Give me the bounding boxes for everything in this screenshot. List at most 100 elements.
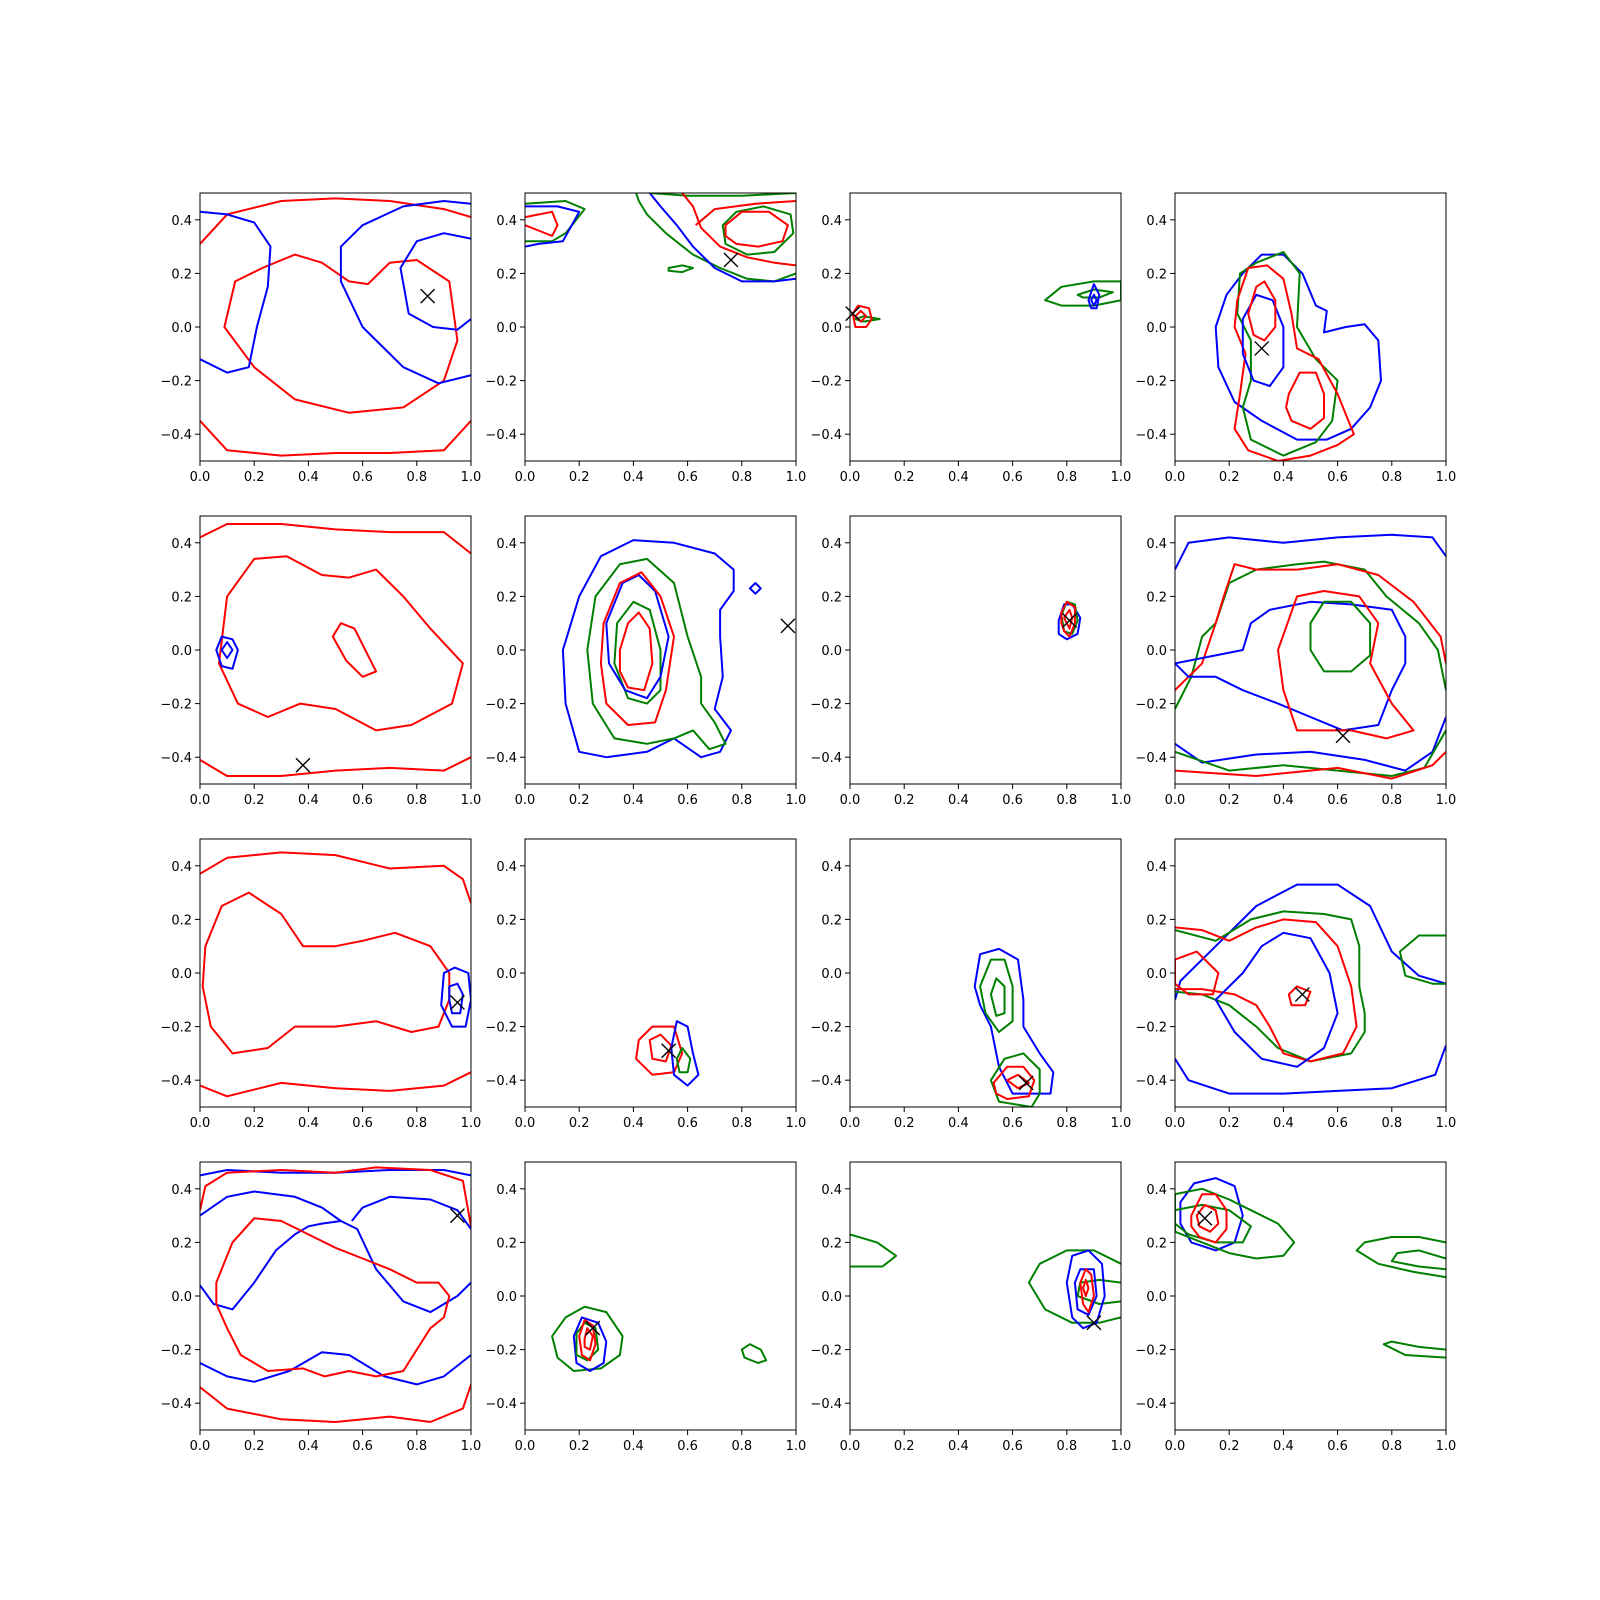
x-marker	[1335, 728, 1351, 744]
x-tick-label: 0.6	[1002, 1439, 1023, 1454]
x-tick-label: 0.6	[1002, 470, 1023, 485]
y-tick-label: −0.4	[485, 751, 517, 766]
contour-line-6	[351, 1195, 471, 1230]
contour-group	[973, 947, 1055, 1107]
y-tick-label: 0.2	[1146, 267, 1167, 282]
contour-line-1	[200, 523, 471, 555]
subplot-11: 0.0 0.2 0.4 0.6 0.8 1.0 −0.4 −0.2 0.0 0.2 0.4	[810, 838, 1132, 1131]
contour-line-4	[331, 622, 378, 678]
contour-group	[851, 280, 1121, 328]
contour-line-1	[1044, 280, 1121, 307]
x-tick-label: 0.8	[1056, 1439, 1077, 1454]
contour-line-3	[1233, 264, 1355, 461]
contour-line-7	[1175, 600, 1407, 732]
x-tick-label: 0.8	[731, 1439, 752, 1454]
x-tick-label: 1.0	[1436, 1439, 1457, 1454]
y-tick-label: 0.0	[1146, 967, 1167, 982]
contour-line-3	[200, 1166, 471, 1227]
contour-line-1	[1175, 533, 1446, 571]
contour-line-4	[440, 966, 471, 1028]
x-tick-label: 0.2	[244, 470, 265, 485]
y-tick-label: −0.2	[810, 1021, 842, 1036]
contour-line-3	[670, 1020, 700, 1087]
contour-line-7	[1390, 1249, 1446, 1271]
contour-line-2	[648, 1033, 673, 1063]
y-tick-label: 0.4	[821, 537, 842, 552]
x-tick-label: 0.6	[1327, 1116, 1348, 1131]
contour-line-11	[667, 264, 694, 274]
x-tick-label: 0.8	[731, 470, 752, 485]
x-tick-label: 0.4	[623, 1439, 644, 1454]
y-tick-label: −0.2	[810, 698, 842, 713]
y-tick-label: −0.4	[810, 1074, 842, 1089]
contour-group	[1175, 883, 1446, 1095]
contour-line-3	[525, 210, 559, 237]
x-tick-label: 1.0	[1111, 1439, 1132, 1454]
contour-line-4	[200, 210, 272, 374]
x-tick-label: 1.0	[1111, 1116, 1132, 1131]
x-tick-label: 0.6	[352, 1439, 373, 1454]
y-tick-label: 0.4	[171, 860, 192, 875]
contour-line-6	[851, 304, 873, 328]
x-tick-label: 0.0	[1165, 793, 1186, 808]
x-tick-label: 0.2	[894, 1116, 915, 1131]
y-tick-label: −0.4	[160, 751, 192, 766]
contour-line-5	[1247, 280, 1277, 342]
x-tick-label: 0.4	[623, 470, 644, 485]
x-marker	[449, 994, 465, 1010]
contour-line-2	[200, 420, 471, 457]
contour-line-5	[648, 193, 796, 283]
axes-frame	[199, 515, 472, 785]
x-tick-label: 1.0	[786, 1116, 807, 1131]
subplot-3: 0.0 0.2 0.4 0.6 0.8 1.0 −0.4 −0.2 0.0 0.2 0.4	[810, 192, 1131, 485]
x-tick-label: 0.2	[894, 793, 915, 808]
contour-line-1	[200, 851, 471, 904]
x-tick-label: 0.8	[1056, 793, 1077, 808]
x-tick-label: 0.4	[1273, 1116, 1294, 1131]
contour-line-10	[724, 210, 789, 248]
x-tick-label: 0.4	[623, 793, 644, 808]
y-tick-label: 0.4	[1146, 537, 1167, 552]
x-tick-label: 1.0	[786, 470, 807, 485]
y-tick-label: 0.0	[171, 1290, 192, 1305]
subplot-9: 0.0 0.2 0.4 0.6 0.8 1.0 −0.4 −0.2 0.0 0.2 0.4	[160, 838, 481, 1131]
contour-group	[850, 1233, 1121, 1330]
contour-line-1	[1175, 1045, 1446, 1095]
y-tick-label: −0.2	[1135, 1344, 1167, 1359]
x-tick-label: 0.4	[298, 1439, 319, 1454]
y-tick-label: 0.0	[821, 967, 842, 982]
contour-line-6	[1355, 1236, 1446, 1279]
y-tick-label: 0.4	[496, 1183, 517, 1198]
x-tick-label: 0.4	[948, 793, 969, 808]
x-tick-label: 0.8	[731, 793, 752, 808]
axes-frame	[524, 1161, 797, 1431]
x-tick-label: 1.0	[1436, 1116, 1457, 1131]
x-tick-label: 0.2	[1219, 470, 1240, 485]
contour-group	[561, 539, 762, 759]
x-tick-label: 0.6	[352, 1116, 373, 1131]
y-tick-label: 0.2	[496, 1236, 517, 1251]
y-tick-label: 0.0	[821, 644, 842, 659]
subplot-6: 0.0 0.2 0.4 0.6 0.8 1.0 −0.4 −0.2 0.0 0.2 0.4	[485, 515, 806, 808]
x-tick-label: 0.8	[1381, 1116, 1402, 1131]
contour-line-8	[1382, 1340, 1446, 1359]
x-tick-label: 0.8	[1381, 793, 1402, 808]
contour-line-8	[215, 1217, 451, 1378]
y-tick-label: 0.4	[496, 860, 517, 875]
x-tick-label: 0.6	[1002, 793, 1023, 808]
contour-line-5	[1195, 1203, 1220, 1233]
x-tick-label: 0.8	[1056, 470, 1077, 485]
contour-group	[200, 1166, 471, 1423]
x-tick-label: 0.8	[406, 470, 427, 485]
contour-line-5	[1073, 1268, 1098, 1316]
y-tick-label: −0.4	[160, 428, 192, 443]
contour-line-3	[1175, 1203, 1252, 1244]
contour-group	[200, 851, 471, 1098]
y-tick-label: 0.2	[821, 590, 842, 605]
y-tick-label: 0.0	[1146, 644, 1167, 659]
x-tick-label: 0.0	[515, 793, 536, 808]
x-tick-label: 1.0	[461, 1439, 482, 1454]
y-tick-label: −0.2	[810, 1344, 842, 1359]
contour-line-4	[1241, 293, 1285, 387]
y-tick-label: 0.4	[171, 214, 192, 229]
